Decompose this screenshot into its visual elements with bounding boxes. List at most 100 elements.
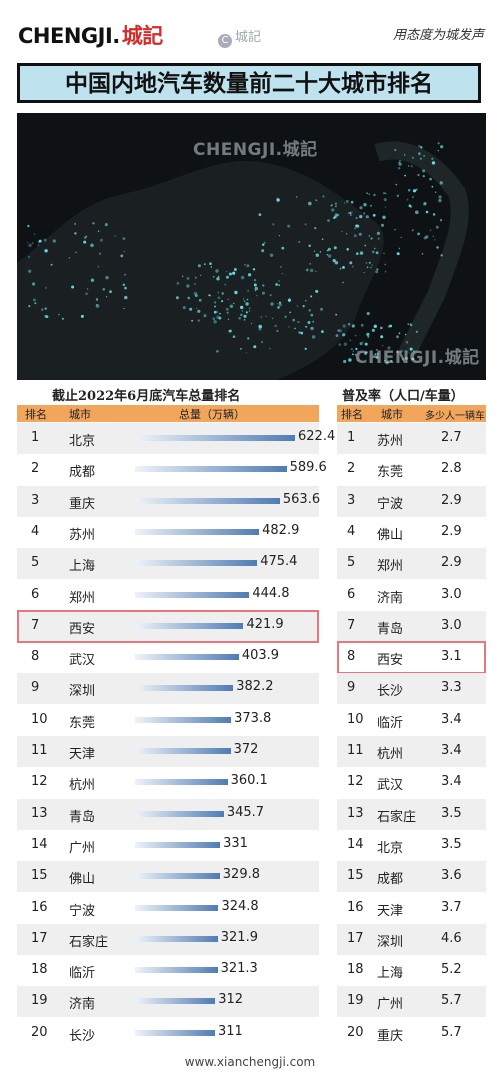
city-light-dot xyxy=(373,193,376,197)
rank-label: 7 xyxy=(347,617,356,633)
city-label: 武汉 xyxy=(69,653,96,669)
city-light-dot xyxy=(232,271,236,275)
city-light-dot xyxy=(41,308,44,311)
city-light-dot xyxy=(371,250,375,254)
footer-url[interactable]: www.xianchengji.com xyxy=(184,1055,316,1069)
city-light-dot xyxy=(347,212,350,214)
city-light-dot xyxy=(310,326,314,331)
city-light-dot xyxy=(44,249,48,253)
ratio-value: 2.9 xyxy=(441,555,462,571)
city-light-dot xyxy=(262,291,265,295)
city-light-dot xyxy=(394,229,396,231)
table-row: 8 西安 3.1 xyxy=(337,642,486,673)
city-light-dot xyxy=(377,237,380,240)
city-light-dot xyxy=(226,311,229,314)
city-light-dot xyxy=(366,192,368,194)
city-light-dot xyxy=(271,317,274,320)
city-light-dot xyxy=(429,177,432,181)
city-label: 广州 xyxy=(69,840,96,856)
city-light-dot xyxy=(364,342,368,346)
table-row: 11 天津 372 xyxy=(17,736,319,767)
city-light-dot xyxy=(61,317,64,320)
city-label: 石家庄 xyxy=(69,934,109,950)
bar xyxy=(135,873,220,880)
city-light-dot xyxy=(407,188,411,192)
city-light-dot xyxy=(384,270,387,273)
city-light-dot xyxy=(334,215,337,219)
city-light-dot xyxy=(398,332,400,335)
city-light-dot xyxy=(336,213,339,217)
rank-label: 2 xyxy=(31,461,40,477)
city-light-dot xyxy=(287,224,291,228)
city-light-dot xyxy=(425,235,429,239)
city-light-dot xyxy=(296,196,298,198)
ratio-value: 3.0 xyxy=(441,617,462,633)
city-light-dot xyxy=(359,206,363,210)
city-light-dot xyxy=(247,337,250,340)
ratio-value: 3.7 xyxy=(441,899,462,915)
data-label: 444.8 xyxy=(252,585,290,601)
city-light-dot xyxy=(289,311,292,314)
ratio-value: 2.7 xyxy=(441,430,462,445)
city-light-dot xyxy=(431,161,436,165)
slogan: 用态度为城发声 xyxy=(392,28,484,43)
city-light-dot xyxy=(372,213,376,217)
city-light-dot xyxy=(123,250,125,253)
city-light-dot xyxy=(275,283,278,286)
city-light-dot xyxy=(351,348,353,350)
city-light-dot xyxy=(209,262,212,265)
city-light-dot xyxy=(440,145,444,149)
city-light-dot xyxy=(343,359,347,364)
city-light-dot xyxy=(331,208,335,212)
ratio-value: 3.1 xyxy=(441,649,462,665)
logo-en: CHENGJI. xyxy=(18,24,120,48)
header-total: 总量（万辆） xyxy=(179,408,245,421)
ownership-ratio-table: 1 苏州 2.7 2 东莞 2.8 3 宁波 2.9 4 佛山 2.9 5 郑州 2.9 6 济南 3.0 7 青岛 3… xyxy=(337,423,486,1044)
city-light-dot xyxy=(221,292,224,295)
rank-label: 12 xyxy=(31,774,48,790)
table-row: 3 重庆 563.6 xyxy=(17,485,320,517)
city-light-dot xyxy=(124,273,127,276)
city-light-dot xyxy=(432,213,436,216)
bar xyxy=(135,685,234,692)
city-light-dot xyxy=(359,215,363,219)
rank-label: 17 xyxy=(31,930,48,946)
city-light-dot xyxy=(52,239,56,243)
header-rank: 排名 xyxy=(341,408,363,421)
city-label: 宁波 xyxy=(377,496,404,512)
bar xyxy=(135,591,250,598)
rank-label: 3 xyxy=(31,492,40,508)
city-light-dot xyxy=(304,299,307,302)
city-light-dot xyxy=(370,237,373,240)
brand-logo[interactable]: CHENGJI.城記 xyxy=(18,20,163,50)
city-light-dot xyxy=(216,350,219,353)
city-light-dot xyxy=(238,316,241,320)
city-light-dot xyxy=(355,347,358,351)
city-light-dot xyxy=(380,326,383,330)
city-light-dot xyxy=(300,331,304,335)
rank-label: 1 xyxy=(347,430,356,445)
data-label: 321.9 xyxy=(220,929,258,945)
city-label: 广州 xyxy=(377,997,404,1013)
rank-label: 19 xyxy=(31,993,48,1009)
rank-label: 17 xyxy=(347,930,364,946)
city-light-dot xyxy=(351,211,353,213)
city-light-dot xyxy=(284,315,287,318)
rank-label: 11 xyxy=(347,743,364,758)
city-light-dot xyxy=(310,313,314,317)
city-light-dot xyxy=(346,200,349,203)
city-light-dot xyxy=(197,319,200,322)
city-label: 上海 xyxy=(377,966,404,982)
city-light-dot xyxy=(213,320,217,324)
city-light-dot xyxy=(302,305,305,308)
rank-label: 9 xyxy=(347,680,356,696)
bar xyxy=(135,654,239,661)
city-light-dot xyxy=(365,262,368,264)
city-light-dot xyxy=(376,352,379,355)
city-light-dot xyxy=(319,307,324,311)
city-light-dot xyxy=(97,230,100,232)
ratio-value: 3.3 xyxy=(441,680,462,696)
city-light-dot xyxy=(269,294,272,297)
city-light-dot xyxy=(31,242,34,244)
city-light-dot xyxy=(382,215,386,219)
